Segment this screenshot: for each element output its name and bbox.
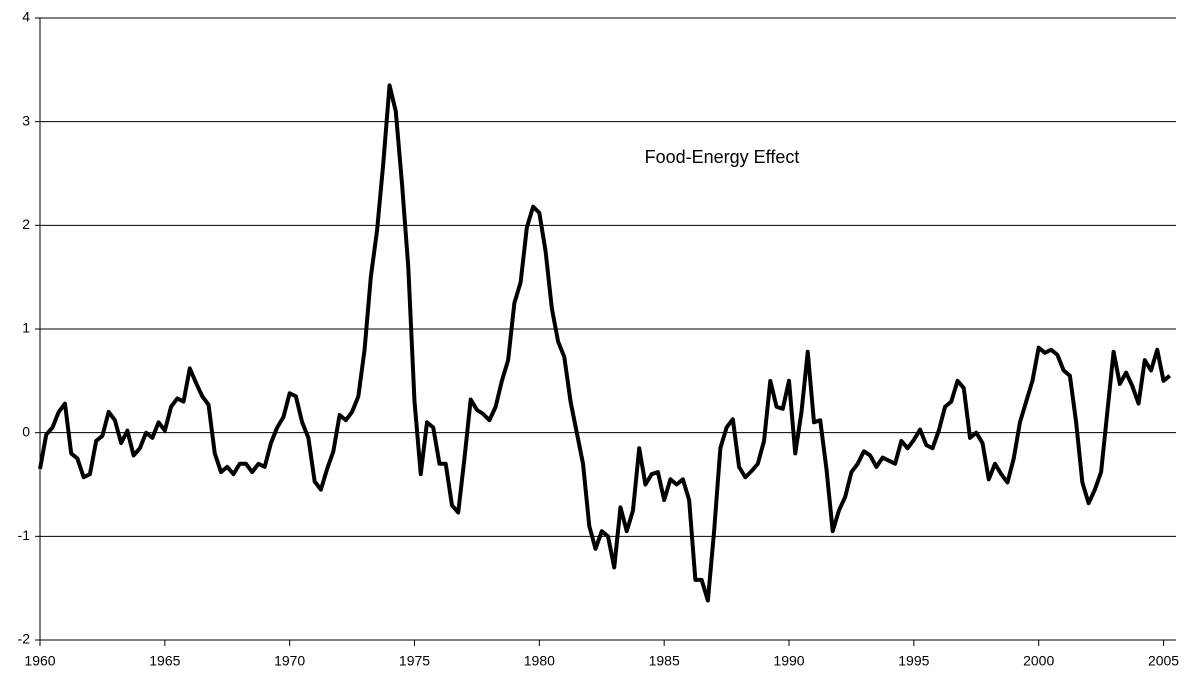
y-tick-label: 2	[22, 216, 30, 232]
y-tick-label: 3	[22, 112, 30, 128]
x-tick-label: 1960	[24, 653, 55, 669]
x-tick-label: 1995	[898, 653, 929, 669]
y-tick-label: -1	[18, 527, 31, 543]
x-tick-label: 1980	[524, 653, 555, 669]
x-tick-label: 1965	[149, 653, 180, 669]
x-tick-label: 2005	[1148, 653, 1179, 669]
x-tick-label: 1990	[773, 653, 804, 669]
y-tick-label: 4	[22, 9, 30, 25]
x-tick-label: 1975	[399, 653, 430, 669]
x-tick-label: 1985	[649, 653, 680, 669]
y-tick-label: -2	[18, 631, 31, 647]
x-tick-label: 1970	[274, 653, 305, 669]
y-tick-label: 0	[22, 423, 30, 439]
series-line	[38, 83, 1172, 603]
y-tick-label: 1	[22, 320, 30, 336]
x-tick-label: 2000	[1023, 653, 1054, 669]
annotation: Food-Energy Effect	[645, 147, 800, 167]
